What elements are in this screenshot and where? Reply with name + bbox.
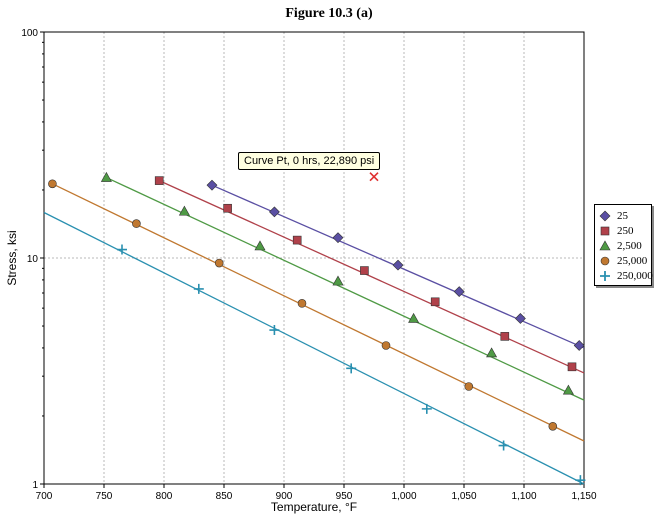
legend-item: 250 (599, 224, 634, 238)
x-tick-label: 900 (276, 491, 293, 502)
data-point (453, 286, 465, 298)
tooltip: Curve Pt, 0 hrs, 22,890 psi (238, 152, 381, 170)
y-tick-label: 1 (32, 480, 38, 491)
data-point (332, 275, 344, 286)
x-tick-label: 950 (336, 491, 353, 502)
x-tick-label: 850 (216, 491, 233, 502)
data-point (178, 205, 190, 216)
x-tick-label: 750 (96, 491, 113, 502)
legend-label: 2,500 (617, 240, 642, 252)
data-point (464, 382, 474, 391)
data-point (132, 219, 141, 228)
data-point (346, 363, 357, 374)
data-point (500, 332, 510, 341)
x-tick-label: 1,100 (511, 491, 536, 502)
data-point (254, 240, 266, 251)
legend-marker (599, 210, 611, 222)
x-tick-label: 700 (36, 491, 53, 502)
legend-label: 250,000 (617, 270, 653, 282)
series-line (52, 183, 585, 442)
data-point (486, 347, 498, 358)
data-point (154, 176, 164, 185)
y-tick-label: 100 (21, 28, 38, 39)
series-line (158, 180, 585, 374)
data-point (575, 475, 586, 486)
data-point (548, 422, 558, 431)
x-tick-label: 1,050 (451, 491, 476, 502)
legend-label: 250 (617, 225, 634, 237)
series-line (43, 211, 585, 485)
x-tick-label: 1,150 (571, 491, 596, 502)
data-point (360, 266, 369, 275)
data-point (206, 179, 218, 191)
legend-item: 25 (599, 209, 628, 223)
data-point (292, 235, 302, 245)
legend-item: 250,000 (599, 269, 653, 283)
data-point (408, 312, 420, 323)
data-point (567, 362, 577, 372)
data-point (381, 341, 391, 350)
data-point (421, 403, 432, 414)
data-point (269, 325, 280, 336)
legend-marker (599, 240, 611, 251)
x-tick-label: 1,000 (391, 491, 416, 502)
data-point (514, 313, 526, 324)
data-point (48, 179, 57, 189)
legend-marker (600, 226, 610, 236)
y-axis-label: Stress, ksi (5, 230, 19, 285)
data-point (268, 206, 280, 218)
data-point (498, 440, 509, 451)
data-point (430, 297, 440, 307)
x-tick-label: 800 (156, 491, 173, 502)
legend-label: 25 (617, 210, 628, 222)
legend-item: 25,000 (599, 254, 647, 268)
legend-label: 25,000 (617, 255, 648, 267)
curve-point-marker (369, 172, 379, 182)
data-point (562, 384, 574, 395)
legend-item: 2,500 (599, 239, 642, 253)
legend: 25 250 2,500 25,000 250,000 (594, 204, 653, 286)
data-point (223, 203, 232, 213)
y-tick-label: 10 (27, 254, 39, 265)
legend-marker (600, 256, 610, 266)
data-point (573, 340, 585, 351)
chart-title: Figure 10.3 (a) (285, 6, 373, 21)
data-point (214, 258, 224, 268)
data-point (332, 232, 344, 244)
data-point (100, 171, 112, 182)
data-point (297, 299, 307, 308)
data-point (392, 259, 404, 271)
x-axis-label: Temperature, °F (271, 500, 357, 514)
data-point (193, 283, 204, 294)
data-point (117, 244, 127, 255)
legend-marker (600, 271, 610, 281)
